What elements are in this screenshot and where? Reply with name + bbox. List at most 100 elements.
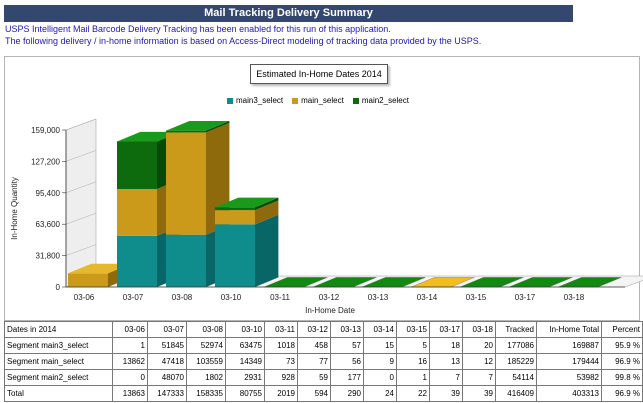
table-cell: 24 — [363, 385, 397, 402]
y-gridline — [65, 150, 97, 162]
table-cell: 73 — [264, 353, 298, 370]
y-tick-label: 127,200 — [31, 157, 60, 166]
intro-line-2: The following delivery / in-home informa… — [5, 36, 482, 46]
table-cell: 14349 — [225, 353, 265, 370]
x-tick-label: 03-15 — [466, 293, 487, 302]
bar-segment — [215, 224, 255, 287]
row-label: Dates in 2014 — [4, 321, 113, 338]
y-gridline — [65, 212, 97, 225]
bar-segment — [117, 141, 157, 189]
bar-side — [255, 214, 279, 287]
legend-swatch — [227, 97, 233, 104]
x-tick-label: 03-14 — [417, 293, 438, 302]
table-cell: 57 — [330, 337, 364, 354]
table-cell: 2019 — [264, 385, 298, 402]
table-cell: 9 — [363, 353, 397, 370]
y-gridline — [65, 244, 97, 256]
bar-top — [215, 197, 279, 208]
table-cell: 03-17 — [429, 321, 463, 338]
legend-item: main3_select — [227, 96, 283, 105]
table-cell: 403313 — [536, 385, 602, 402]
table-cell: 103559 — [186, 353, 226, 370]
table-cell: 52974 — [186, 337, 226, 354]
legend-item: main2_select — [352, 96, 409, 105]
bar-segment — [215, 207, 255, 211]
table-cell: 1802 — [186, 369, 226, 386]
table-cell: 0 — [112, 369, 148, 386]
y-tick-label: 159,000 — [31, 126, 60, 135]
table-cell: 185229 — [495, 353, 537, 370]
x-tick-label: 03-12 — [319, 293, 340, 302]
legend-label: main3_select — [236, 96, 284, 105]
y-tick-label: 0 — [56, 283, 61, 292]
table-cell: 56 — [330, 353, 364, 370]
table-cell: 03-12 — [297, 321, 331, 338]
legend-label: main2_select — [361, 96, 409, 105]
table-cell: 7 — [462, 369, 496, 386]
page-title: Mail Tracking Delivery Summary — [4, 5, 573, 22]
table-cell: 13 — [429, 353, 463, 370]
table-cell: 1018 — [264, 337, 298, 354]
bar-side — [206, 121, 230, 133]
bar-top — [166, 121, 230, 131]
x-tick-label: 03-17 — [515, 293, 536, 302]
table-cell: 51845 — [147, 337, 187, 354]
x-tick-label: 03-11 — [270, 293, 290, 302]
table-cell: 48070 — [147, 369, 187, 386]
table-cell: 13862 — [112, 353, 148, 370]
bar-segment — [166, 234, 206, 287]
y-tick-label: 63,600 — [36, 220, 61, 229]
table-row: Segment main_select 13862 47418 103559 14349… — [4, 353, 643, 370]
x-tick-label: 03-06 — [74, 293, 95, 302]
table-cell: 22 — [396, 385, 430, 402]
table-cell: 39 — [429, 385, 463, 402]
bar-segment — [215, 210, 255, 225]
y-tick-label: 31,800 — [36, 252, 61, 261]
row-label: Segment main_select — [4, 353, 113, 370]
table-row: Total 13863 147333 158335 80755 2019 594 290 24 2… — [4, 385, 643, 402]
bar-side — [255, 200, 279, 225]
bar-segment — [166, 132, 206, 235]
table-cell: 458 — [297, 337, 331, 354]
table-cell: 80755 — [225, 385, 265, 402]
chart-title: Estimated In-Home Dates 2014 — [250, 64, 388, 84]
table-cell: 20 — [462, 337, 496, 354]
table-cell: 03-15 — [396, 321, 430, 338]
table-cell: 16 — [396, 353, 430, 370]
table-cell: 63475 — [225, 337, 265, 354]
table-cell: 177 — [330, 369, 364, 386]
table-cell: 96.9 % — [601, 353, 643, 370]
table-cell: 03-18 — [462, 321, 496, 338]
y-gridline — [65, 181, 97, 194]
table-cell: In-Home Total — [536, 321, 602, 338]
table-cell: 03-14 — [363, 321, 397, 338]
table-cell: 594 — [297, 385, 331, 402]
y-tick-label: 95,400 — [36, 189, 61, 198]
bar-top — [117, 131, 181, 142]
chart-left-wall — [65, 118, 97, 288]
row-label: Segment main3_select — [4, 337, 113, 354]
x-tick-label: 03-10 — [221, 293, 242, 302]
table-header-row: Dates in 2014 03-06 03-07 03-08 03-10 03-11 03… — [4, 321, 643, 338]
bar-segment — [117, 235, 157, 287]
table-cell: Tracked — [495, 321, 537, 338]
table-cell: 1 — [112, 337, 148, 354]
table-cell: 179444 — [536, 353, 602, 370]
x-tick-label: 03-18 — [564, 293, 585, 302]
table-cell: 147333 — [147, 385, 187, 402]
table-cell: 158335 — [186, 385, 226, 402]
legend-item: main_select — [292, 96, 344, 105]
table-cell: 177086 — [495, 337, 537, 354]
table-cell: 03-06 — [112, 321, 148, 338]
table-cell: 39 — [462, 385, 496, 402]
table-cell: 0 — [363, 369, 397, 386]
bar-segment — [117, 188, 157, 236]
table-row: Segment main3_select 1 51845 52974 63475 1018… — [4, 337, 643, 354]
table-cell: 416409 — [495, 385, 537, 402]
table-cell: 169887 — [536, 337, 602, 354]
table-row: Segment main2_select 0 48070 1802 2931 928 59 1… — [4, 369, 643, 386]
table-cell: 59 — [297, 369, 331, 386]
table-cell: 96.9 % — [601, 385, 643, 402]
table-cell: 53982 — [536, 369, 602, 386]
